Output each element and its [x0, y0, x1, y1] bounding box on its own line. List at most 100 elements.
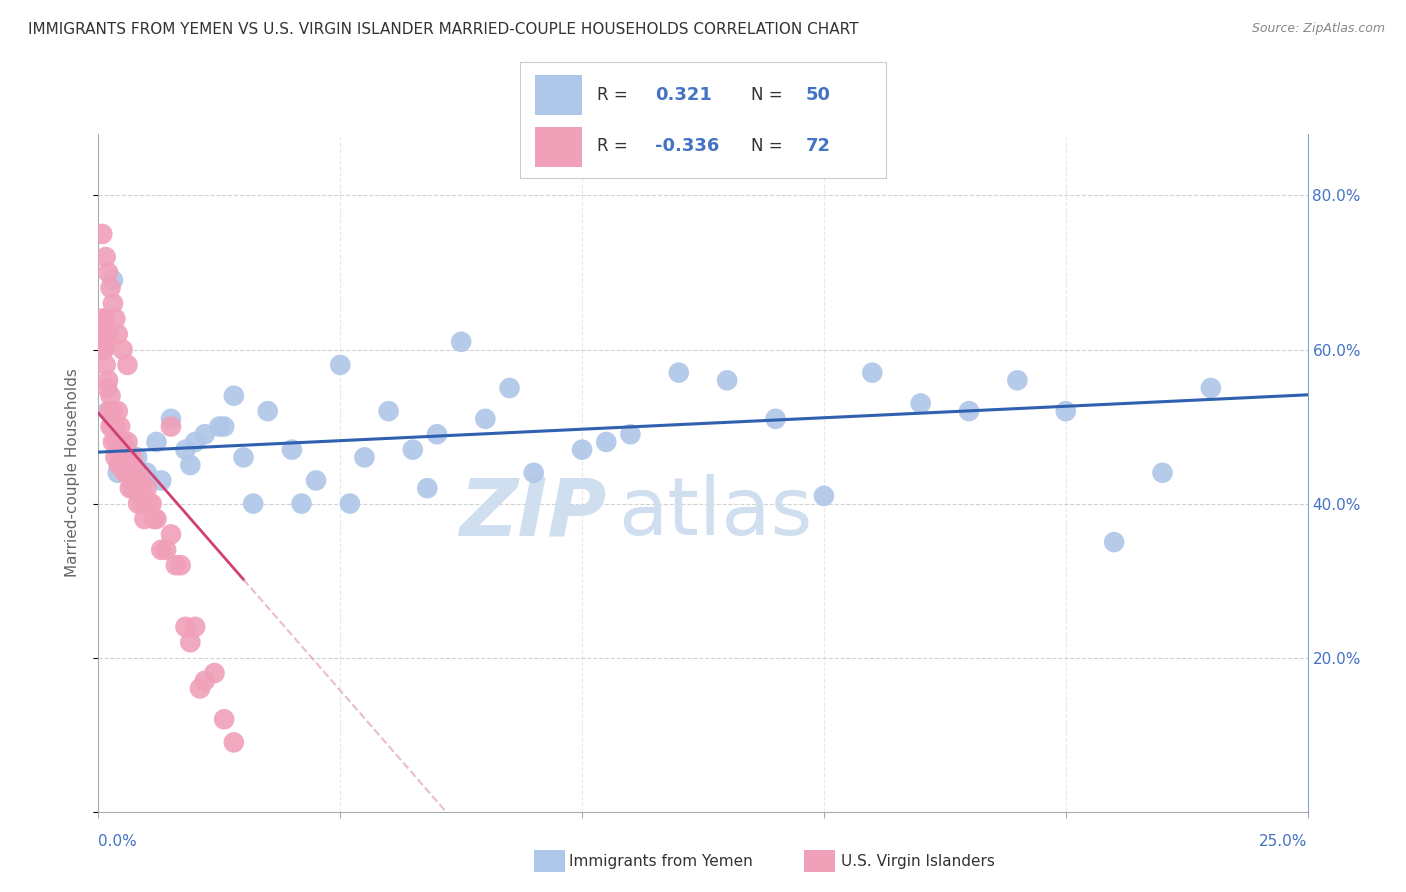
Point: [256, 404, 278, 418]
Point: [668, 366, 690, 380]
Point: [105, 434, 128, 449]
Point: [174, 442, 197, 457]
Point: [90, 334, 112, 349]
Point: [129, 474, 152, 488]
Point: [204, 666, 226, 681]
Point: [184, 620, 207, 634]
Point: [290, 497, 312, 511]
Point: [402, 442, 425, 457]
Point: [120, 474, 142, 488]
Point: [101, 434, 124, 449]
Text: R =: R =: [598, 86, 633, 103]
Point: [91, 311, 114, 326]
Point: [121, 466, 143, 480]
Text: IMMIGRANTS FROM YEMEN VS U.S. VIRGIN ISLANDER MARRIED-COUPLE HOUSEHOLDS CORRELAT: IMMIGRANTS FROM YEMEN VS U.S. VIRGIN ISL…: [28, 22, 859, 37]
Point: [104, 419, 127, 434]
Point: [135, 466, 157, 480]
Point: [145, 512, 167, 526]
Point: [115, 466, 138, 480]
Point: [125, 466, 148, 480]
Point: [94, 250, 117, 264]
Point: [131, 481, 153, 495]
Text: R =: R =: [598, 137, 633, 155]
Point: [208, 419, 231, 434]
Point: [184, 434, 207, 449]
Point: [124, 481, 146, 495]
Point: [132, 497, 155, 511]
Text: Source: ZipAtlas.com: Source: ZipAtlas.com: [1251, 22, 1385, 36]
Point: [194, 673, 217, 688]
Text: 50: 50: [806, 86, 831, 103]
Point: [474, 412, 496, 426]
Point: [571, 442, 593, 457]
Point: [118, 481, 141, 495]
Point: [860, 366, 883, 380]
Point: [107, 458, 129, 472]
Point: [111, 442, 134, 457]
Point: [169, 558, 191, 573]
Point: [117, 450, 139, 465]
Point: [160, 419, 183, 434]
Point: [100, 419, 122, 434]
Point: [127, 497, 149, 511]
Text: 72: 72: [806, 137, 831, 155]
Point: [111, 458, 134, 472]
Point: [101, 404, 124, 418]
Point: [91, 319, 114, 334]
Point: [100, 281, 122, 295]
Point: [100, 389, 122, 403]
Point: [127, 450, 149, 465]
Text: atlas: atlas: [619, 475, 813, 552]
Point: [765, 412, 787, 426]
Point: [111, 343, 134, 357]
Point: [339, 497, 361, 511]
Point: [416, 481, 439, 495]
Point: [141, 497, 163, 511]
Point: [135, 481, 157, 495]
Point: [281, 442, 304, 457]
Point: [104, 450, 127, 465]
Point: [232, 450, 254, 465]
Point: [188, 681, 211, 696]
Point: [91, 343, 114, 357]
Point: [94, 358, 117, 372]
Point: [97, 327, 120, 342]
Point: [121, 481, 143, 495]
Point: [127, 481, 149, 495]
FancyBboxPatch shape: [534, 128, 582, 167]
Point: [150, 542, 173, 557]
Point: [1152, 466, 1174, 480]
Text: -0.336: -0.336: [655, 137, 720, 155]
Point: [194, 427, 217, 442]
Point: [957, 404, 980, 418]
Point: [94, 334, 117, 349]
Point: [150, 474, 173, 488]
Text: N =: N =: [751, 86, 787, 103]
Point: [179, 458, 201, 472]
Point: [222, 735, 245, 749]
Point: [160, 527, 183, 541]
Text: N =: N =: [751, 137, 787, 155]
Point: [117, 442, 139, 457]
Point: [108, 450, 131, 465]
Point: [523, 466, 546, 480]
Point: [117, 358, 139, 372]
Point: [1054, 404, 1077, 418]
Point: [1102, 535, 1125, 549]
Point: [101, 296, 124, 310]
Point: [97, 265, 120, 279]
Point: [143, 512, 166, 526]
Point: [426, 427, 449, 442]
Point: [813, 489, 835, 503]
Point: [128, 489, 150, 503]
Point: [716, 373, 738, 387]
Point: [97, 404, 120, 418]
Point: [93, 343, 115, 357]
Point: [104, 311, 127, 326]
Point: [160, 412, 183, 426]
Text: 0.321: 0.321: [655, 86, 713, 103]
Point: [1007, 373, 1029, 387]
Point: [450, 334, 472, 349]
Text: ZIP: ZIP: [458, 475, 606, 552]
Point: [212, 419, 235, 434]
